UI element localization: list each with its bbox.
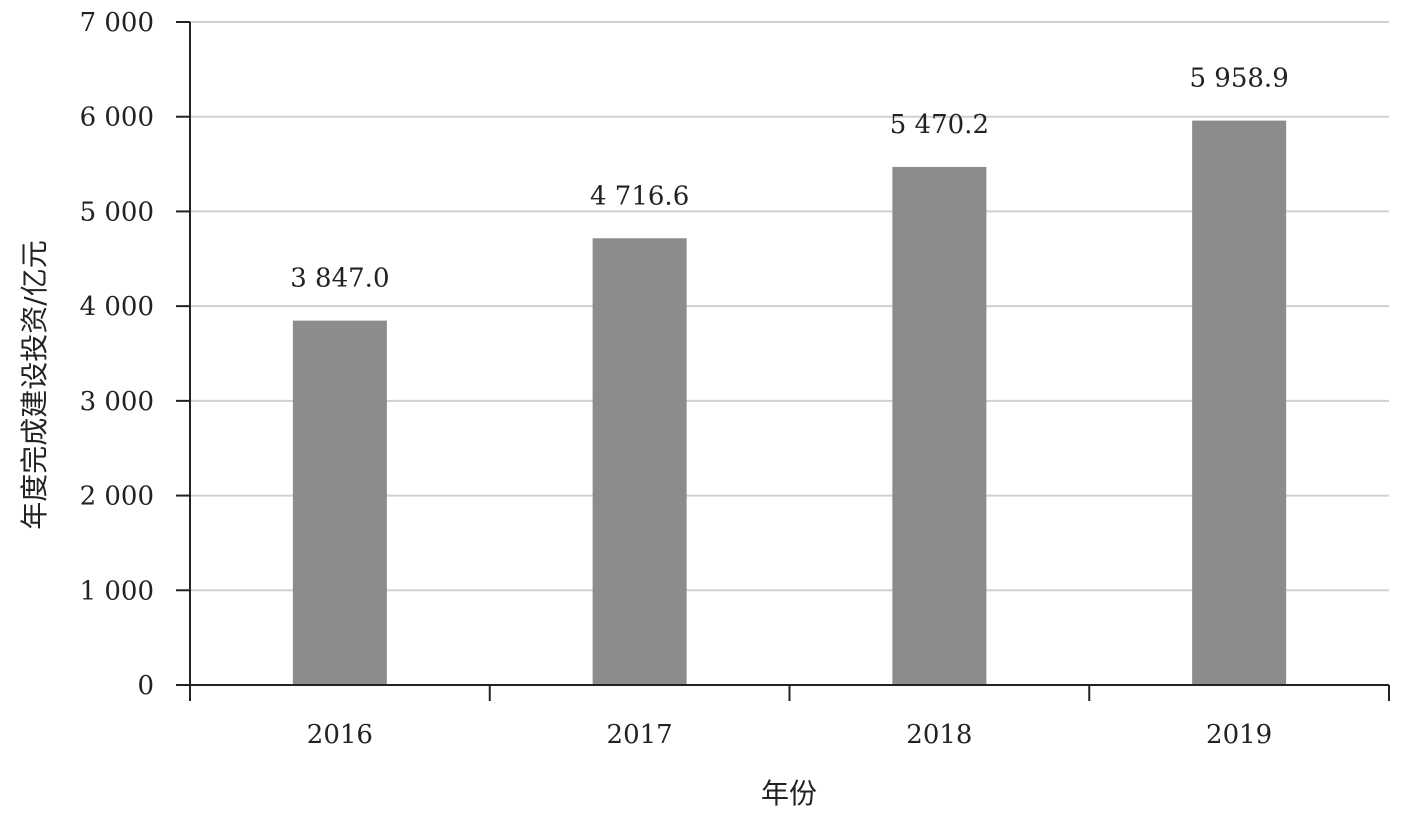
y-tick-label: 6 000 xyxy=(80,103,154,133)
x-axis-title: 年份 xyxy=(761,777,817,810)
y-tick-label: 1 000 xyxy=(80,576,154,606)
y-ticks: 0 1 000 2 000 3 000 4 000 5 000 6 000 7 000 xyxy=(80,8,190,701)
x-tick-label: 2017 xyxy=(607,720,673,750)
y-tick-label: 5 000 xyxy=(80,197,154,227)
x-tick-label: 2016 xyxy=(307,720,373,750)
bar-2016 xyxy=(292,320,387,685)
gridlines xyxy=(190,21,1389,592)
bar-2018 xyxy=(892,166,987,685)
bar-2017 xyxy=(592,238,687,685)
y-tick-label: 2 000 xyxy=(80,482,154,512)
bar-2019 xyxy=(1192,120,1287,685)
data-label-2016: 3 847.0 xyxy=(290,264,389,294)
x-ticks: 2016 2017 2018 2019 xyxy=(189,685,1390,750)
y-axis-title: 年度完成建设投资/亿元 xyxy=(18,240,51,529)
x-tick-label: 2018 xyxy=(906,720,972,750)
y-tick-label: 7 000 xyxy=(80,8,154,38)
data-label-2019: 5 958.9 xyxy=(1190,64,1289,94)
data-label-2018: 5 470.2 xyxy=(890,110,989,140)
y-tick-label: 0 xyxy=(137,671,154,701)
bars xyxy=(292,120,1287,685)
y-tick-label: 3 000 xyxy=(80,387,154,417)
axes xyxy=(176,22,1389,686)
data-label-2017: 4 716.6 xyxy=(590,181,689,211)
y-tick-label: 4 000 xyxy=(80,292,154,322)
x-tick-label: 2019 xyxy=(1206,720,1272,750)
data-labels: 3 847.0 4 716.6 5 470.2 5 958.9 xyxy=(290,64,1289,294)
